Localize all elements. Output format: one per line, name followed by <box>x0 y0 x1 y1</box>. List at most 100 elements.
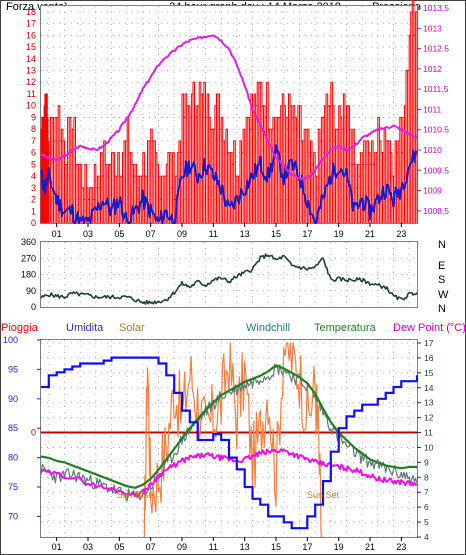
y-tick-label-left: 18 <box>26 7 36 17</box>
y-tick-label-left: 11 <box>27 89 36 99</box>
y-tick-label-right: 1012.5 <box>423 44 449 54</box>
legend-item: Dew Point (°C) <box>393 322 466 334</box>
y-tick-label: 0 <box>31 302 36 312</box>
y-tick-label-left: 80 <box>8 453 18 463</box>
series-wind-gust <box>40 0 418 223</box>
y-tick-label-right: 13 <box>424 398 434 408</box>
y-tick-label-right: 9 <box>424 457 429 467</box>
y-tick-label-right: 1008.5 <box>423 206 449 216</box>
x-tick-label: 19 <box>334 542 344 552</box>
compass-label: S <box>438 274 445 286</box>
y-tick-label-left: 4 <box>31 171 36 181</box>
wind-series <box>40 0 418 224</box>
x-tick-label: 13 <box>240 542 250 552</box>
x-tick-label: 15 <box>271 229 281 239</box>
y-tick-label-left: 100 <box>3 335 18 345</box>
y-tick-label-right: 4 <box>424 532 429 542</box>
sunrise-label: Sun Rise <box>117 490 154 500</box>
y-tick-label-left: 85 <box>8 423 18 433</box>
y-tick-label-right: 6 <box>424 502 429 512</box>
temperature-plot-area <box>40 339 418 538</box>
compass-label: W <box>438 289 449 301</box>
y-tick-label-right: 16 <box>424 353 434 363</box>
x-tick-label: 13 <box>240 229 250 239</box>
x-tick-label: 07 <box>146 542 156 552</box>
x-tick-label: 23 <box>396 542 406 552</box>
y-tick-label-right: 1011.5 <box>423 84 449 94</box>
temperature-humidity-panel: Pioggia Umidita Solar Windchill Temperatura D… <box>1 322 466 552</box>
series-dew-point <box>40 448 418 498</box>
y-tick-label-right: 1012 <box>423 64 442 74</box>
y-tick-label-right: 17 <box>424 338 434 348</box>
y-tick-label-left: 8 <box>31 124 36 134</box>
y-tick-label-right: 1013 <box>423 23 442 33</box>
y-tick-label-left: 7 <box>31 136 36 146</box>
y-tick-label-left: 9 <box>31 112 36 122</box>
x-tick-label: 05 <box>114 229 124 239</box>
y-tick-label: 270 <box>21 253 36 263</box>
y-tick-label-right: 1010.5 <box>423 125 449 135</box>
legend-item: Temperatura <box>314 322 377 334</box>
x-tick-label: 21 <box>365 229 375 239</box>
series-pressure <box>40 34 418 181</box>
legend-item: Umidita <box>66 322 104 334</box>
series-temperatura <box>40 364 417 489</box>
y-tick-label-left: 1 <box>31 206 36 216</box>
y-tick-label-right: 7 <box>424 487 429 497</box>
y-tick-label: 180 <box>21 270 36 280</box>
x-tick-label: 17 <box>302 542 312 552</box>
temperature-series <box>40 342 419 538</box>
x-tick-label: 09 <box>177 542 187 552</box>
legend-item: Pioggia <box>1 322 39 334</box>
y-tick-label-left: 5 <box>31 159 36 169</box>
x-tick-label: 17 <box>302 229 312 239</box>
pressure-y-axis-right: 1008.5 1009 1009.5 1010 1010.5 1011 1011.5 1012… <box>417 3 449 216</box>
legend-item: Windchill <box>246 322 290 334</box>
y-tick-label-right: 12 <box>424 413 434 423</box>
y-tick-label-left: 95 <box>8 364 18 374</box>
x-tick-label: 01 <box>52 542 62 552</box>
humidity-y-axis: 70 75 80 85 90 95 100 0 <box>3 335 41 521</box>
y-tick-label-right: 5 <box>424 517 429 527</box>
x-tick-label: 11 <box>209 542 218 552</box>
y-tick-label-right: 14 <box>424 383 434 393</box>
legend-item: Solar <box>119 322 145 334</box>
series-wind-direction <box>40 253 418 305</box>
x-tick-label: 05 <box>114 542 124 552</box>
y-tick-label-left: 90 <box>8 394 18 404</box>
x-tick-label: 15 <box>271 542 281 552</box>
y-tick-label-left: 16 <box>26 30 36 40</box>
y-tick-label-left: 75 <box>8 482 18 492</box>
series-umidita <box>41 356 419 530</box>
y-tick-label-left: 12 <box>26 77 36 87</box>
x-tick-label: 07 <box>146 229 156 239</box>
y-tick-label-left: 6 <box>31 148 36 158</box>
y-tick-label-right: 1009.5 <box>423 165 449 175</box>
y-tick-label-right: 11 <box>424 428 433 438</box>
y-tick-label-left: 70 <box>8 511 18 521</box>
y-tick-label-left: 17 <box>26 19 36 29</box>
x-tick-label: 01 <box>52 229 62 239</box>
y-tick-label-left: 13 <box>26 66 36 76</box>
sun-annotations: Sun Rise Sun Set <box>117 490 340 500</box>
x-tick-label: 19 <box>334 229 344 239</box>
x-tick-label: 23 <box>396 229 406 239</box>
temperature-grid: 01 03 05 07 09 11 13 15 17 19 21 23 <box>41 340 417 552</box>
sunset-label: Sun Set <box>307 490 340 500</box>
y-tick-label-right: 1011 <box>423 104 442 114</box>
y-tick-label-left: 14 <box>26 54 36 64</box>
compass-label: N <box>438 239 446 251</box>
y-tick-label-left: 2 <box>31 195 36 205</box>
rain-axis-label: 0 <box>31 428 36 438</box>
y-tick-label-right: 1013.5 <box>423 3 449 13</box>
y-tick-label-left: 15 <box>26 42 36 52</box>
direction-series <box>40 253 418 305</box>
temperature-y-axis: 4 5 6 7 8 9 10 11 12 13 14 15 16 17 <box>417 338 434 542</box>
x-tick-label: 11 <box>209 229 218 239</box>
y-tick-label-right: 1009 <box>423 186 442 196</box>
